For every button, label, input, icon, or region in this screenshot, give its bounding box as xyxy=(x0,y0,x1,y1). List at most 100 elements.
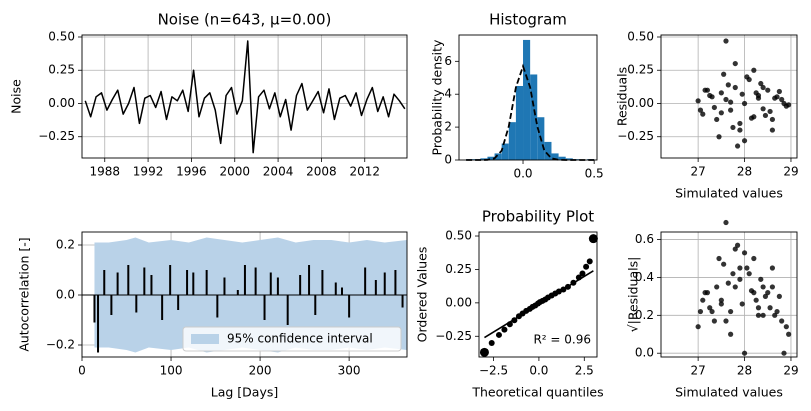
point xyxy=(762,112,769,119)
x-tick-label: 2012 xyxy=(349,165,380,179)
y-axis-label: Residuals xyxy=(615,67,630,126)
point xyxy=(732,60,738,67)
point xyxy=(737,127,743,133)
point xyxy=(707,305,713,311)
point xyxy=(579,270,586,277)
y-tick-label: 0.50 xyxy=(627,29,654,43)
y-tick-label: −0.25 xyxy=(435,329,472,343)
y-tick-label: 0.0 xyxy=(56,288,75,302)
point xyxy=(755,95,762,101)
point xyxy=(564,283,571,290)
point xyxy=(776,88,782,95)
x-axis-label: Theoretical quantiles xyxy=(471,385,603,400)
point xyxy=(746,271,752,277)
y-tick-label: 0.4 xyxy=(635,270,654,284)
point xyxy=(728,107,734,113)
point xyxy=(702,290,708,296)
x-tick-label: 2000 xyxy=(219,165,250,179)
point xyxy=(783,324,789,330)
point xyxy=(711,104,717,111)
y-axis-label: Autocorrelation [-] xyxy=(17,237,32,351)
x-tick-label: 100 xyxy=(160,364,183,378)
y-tick-label: 0.50 xyxy=(48,29,75,43)
point xyxy=(732,246,738,252)
axes-frame xyxy=(81,231,408,358)
point xyxy=(767,305,773,311)
point xyxy=(700,297,706,303)
point xyxy=(741,250,748,256)
y-tick-label: −0.25 xyxy=(617,129,654,143)
bar xyxy=(565,158,573,160)
y-axis-label: √|Residuals| xyxy=(626,257,641,333)
axes-frame xyxy=(478,231,598,358)
point xyxy=(721,261,727,267)
panel: 27 28 29 −0.25 0.00 0.25 0.50 Simulated values R… xyxy=(615,29,799,200)
point xyxy=(730,271,736,277)
bar xyxy=(544,141,552,160)
point xyxy=(555,288,562,295)
point xyxy=(760,312,766,318)
point xyxy=(760,84,766,91)
x-tick-label: 28 xyxy=(737,364,752,378)
point xyxy=(741,350,748,356)
y-tick-label: 0 xyxy=(444,153,452,167)
point xyxy=(723,38,729,44)
point xyxy=(575,274,582,281)
y-tick-label: 6 xyxy=(444,54,452,68)
axes-frame xyxy=(660,231,798,358)
point xyxy=(774,308,780,315)
panel: 0 100 200 300 −0.2 0.0 0.2 Lag [Days] Autocorrel… xyxy=(17,231,408,400)
point xyxy=(751,255,757,262)
point xyxy=(744,265,750,271)
point xyxy=(506,321,513,328)
point xyxy=(714,116,720,123)
point xyxy=(734,242,741,248)
x-tick-label: 29 xyxy=(783,364,798,378)
y-axis-label: Probability density xyxy=(430,39,445,155)
point xyxy=(707,92,713,99)
point xyxy=(702,87,708,93)
point xyxy=(716,255,722,262)
point xyxy=(700,111,706,117)
x-axis-label: Simulated values xyxy=(675,385,783,400)
point xyxy=(737,120,743,127)
line xyxy=(84,40,406,154)
x-tick-label: 1992 xyxy=(133,165,164,179)
point xyxy=(495,331,502,338)
point xyxy=(560,286,567,293)
point xyxy=(728,99,734,105)
y-tick-label: 0.6 xyxy=(635,232,654,246)
x-tick-label: 0.5 xyxy=(585,167,604,181)
point xyxy=(728,308,734,315)
point xyxy=(728,331,734,337)
point xyxy=(758,80,764,87)
point xyxy=(716,134,722,140)
point xyxy=(725,280,731,286)
point xyxy=(709,308,715,315)
point xyxy=(737,265,743,271)
point xyxy=(758,276,764,282)
x-axis-label: Simulated values xyxy=(675,186,783,201)
x-tick-label: 300 xyxy=(338,364,361,378)
point xyxy=(723,219,729,226)
x-tick-label: 0.0 xyxy=(529,364,548,378)
x-tick-label: 0.0 xyxy=(513,167,532,181)
point xyxy=(723,318,729,324)
point xyxy=(755,305,762,311)
panel: −2.5 0.0 2.5 −0.25 0.00 0.25 0.50 Probability P… xyxy=(415,208,604,400)
panel: 1988 1992 1996 2000 2004 2008 2012 −0.25 0.00 0.2… xyxy=(9,11,408,179)
legend-label: 95% confidence interval xyxy=(227,332,373,346)
point xyxy=(718,301,724,307)
y-tick-label: 0.2 xyxy=(56,238,75,252)
point xyxy=(779,318,785,324)
y-tick-label: −0.2 xyxy=(46,338,75,352)
point xyxy=(769,116,775,123)
point xyxy=(583,263,590,270)
bar xyxy=(523,39,531,160)
point xyxy=(781,100,787,107)
point xyxy=(732,284,738,290)
legend-box xyxy=(182,326,402,352)
legend-swatch xyxy=(191,334,219,344)
y-axis-label: Ordered Values xyxy=(415,247,430,343)
